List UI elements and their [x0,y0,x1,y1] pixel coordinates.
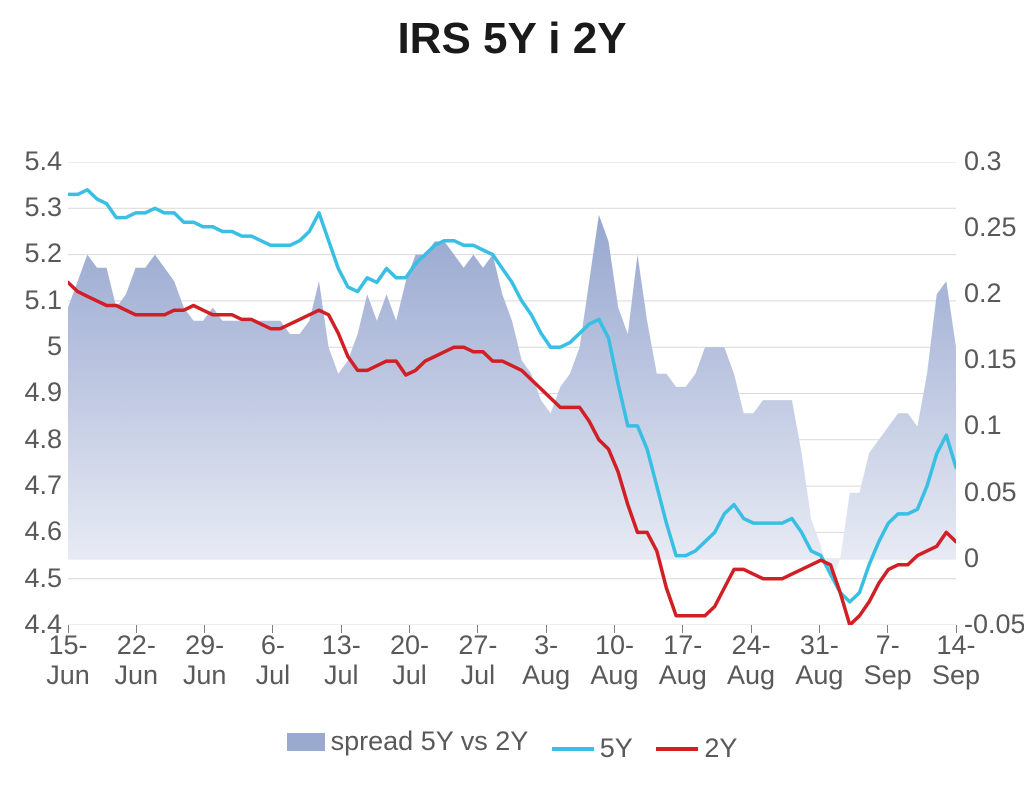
legend-item-spread: spread 5Y vs 2Y [287,726,529,757]
spread-area [68,215,956,585]
axis-tick-label: 0.05 [964,477,1017,508]
axis-tick-label: 5 [8,331,62,362]
x-tick-label: 3-Aug [514,631,578,690]
x-tick-label: 27-Jul [446,631,510,690]
x-tick-label: 6-Jul [241,631,305,690]
legend-label: 5Y [600,733,633,764]
chart-container: IRS 5Y i 2Y 4.44.54.64.74.84.955.15.25.3… [0,0,1024,791]
x-tick-label: 24-Aug [719,631,783,690]
axis-tick-label: 4.8 [8,424,62,455]
x-tick-label: 7-Sep [856,631,920,690]
legend-label: 2Y [704,733,737,764]
axis-tick-label: 5.1 [8,285,62,316]
legend-swatch-line [552,747,594,751]
axis-tick-label: 0.2 [964,278,1002,309]
axis-tick-label: 5.3 [8,192,62,223]
x-tick-label: 20-Jul [378,631,442,690]
x-tick-label: 31-Aug [787,631,851,690]
axis-tick-label: 4.6 [8,516,62,547]
chart-title: IRS 5Y i 2Y [0,14,1024,64]
legend-swatch-area [287,733,325,751]
x-tick-label: 15-Jun [36,631,100,690]
x-tick-label: 29-Jun [173,631,237,690]
x-tick-label: 13-Jul [309,631,373,690]
axis-tick-label: 0 [964,543,979,574]
legend-label: spread 5Y vs 2Y [331,726,529,757]
legend-swatch-line [656,747,698,751]
legend-item-2y: 2Y [656,733,737,764]
x-tick-label: 14-Sep [924,631,988,690]
chart-legend: spread 5Y vs 2Y 5Y 2Y [0,726,1024,764]
axis-tick-label: 0.3 [964,146,1002,177]
axis-tick-label: 0.1 [964,410,1002,441]
axis-tick-label: 0.15 [964,344,1017,375]
axis-tick-label: 5.2 [8,238,62,269]
x-tick-label: 17-Aug [651,631,715,690]
axis-tick-label: 4.5 [8,563,62,594]
axis-tick-label: 4.7 [8,470,62,501]
axis-tick-label: 0.25 [964,212,1017,243]
x-tick-label: 22-Jun [104,631,168,690]
axis-tick-label: 4.9 [8,377,62,408]
legend-item-5y: 5Y [552,733,633,764]
x-tick-label: 10-Aug [582,631,646,690]
chart-plot [68,162,956,625]
axis-tick-label: 5.4 [8,146,62,177]
